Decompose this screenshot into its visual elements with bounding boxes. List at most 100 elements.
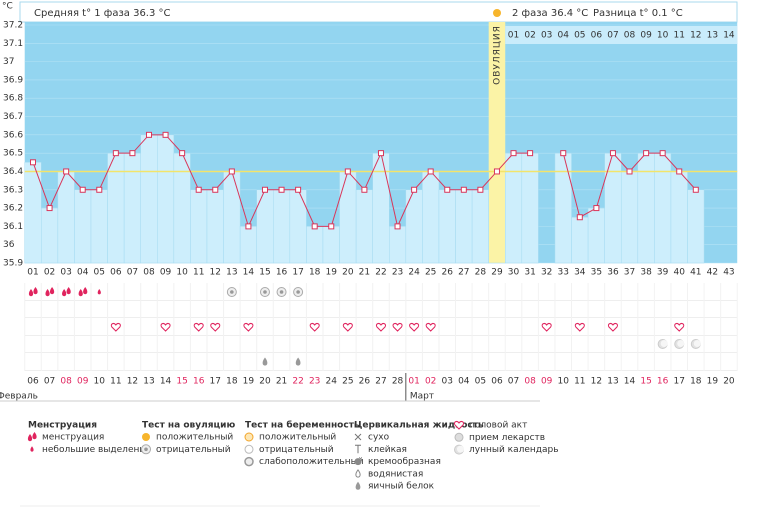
menstruation-icon	[66, 287, 71, 295]
x-tick-label: 27	[458, 268, 469, 278]
legend-item: половой акт	[469, 421, 527, 431]
date-label: 20	[723, 377, 735, 387]
temperature-point	[179, 150, 186, 157]
spotting-icon	[30, 446, 34, 452]
temperature-point	[361, 186, 368, 193]
heart-icon	[392, 323, 403, 332]
phase2-day-label: 13	[707, 31, 718, 41]
date-label: 25	[342, 377, 353, 387]
x-tick-label: 33	[558, 268, 569, 278]
legend-item: прием лекарств	[469, 433, 545, 443]
temperature-column	[405, 189, 423, 264]
heart-icon	[541, 323, 552, 332]
temperature-point	[112, 150, 119, 157]
menstruation-icon	[49, 287, 55, 295]
x-tick-label: 05	[94, 268, 105, 278]
temperature-column	[123, 152, 141, 264]
x-tick-label: 32	[541, 268, 552, 278]
temperature-column	[190, 189, 208, 264]
y-tick-label: 36.7	[3, 112, 23, 122]
date-label: 16	[657, 377, 669, 387]
x-tick-label: 35	[591, 268, 602, 278]
x-tick-label: 11	[193, 268, 204, 278]
date-label: 11	[574, 377, 585, 387]
y-tick-label: 37.1	[3, 39, 23, 49]
y-unit: °C	[2, 2, 13, 12]
temperature-column	[173, 152, 191, 264]
x-tick-label: 30	[508, 268, 520, 278]
phase2-day-label: 14	[723, 31, 735, 41]
x-tick-label: 26	[442, 268, 454, 278]
date-label: 20	[259, 377, 271, 387]
temperature-column	[521, 152, 539, 264]
temperature-point	[493, 168, 500, 175]
temperature-point	[195, 186, 202, 193]
legend-item: водянистая	[368, 469, 423, 479]
x-tick-label: 43	[723, 268, 734, 278]
temperature-column	[389, 226, 407, 264]
date-label: 01	[408, 377, 419, 387]
heart-icon	[210, 323, 221, 332]
pregnancy-positive-icon	[244, 432, 254, 442]
x-tick-label: 21	[359, 268, 370, 278]
phase2-day-label: 11	[674, 31, 685, 41]
date-label: 08	[60, 377, 72, 387]
meds-icon	[454, 432, 464, 442]
date-label: 22	[292, 377, 303, 387]
temperature-point	[63, 168, 70, 175]
x-tick-label: 42	[707, 268, 718, 278]
temperature-point	[162, 131, 169, 138]
phase2-day-label: 10	[657, 31, 669, 41]
date-label: 18	[226, 377, 238, 387]
temperature-column	[554, 152, 572, 264]
temperature-point	[30, 159, 36, 166]
date-label: 23	[309, 377, 320, 387]
y-tick-label: 36.1	[3, 222, 23, 232]
phase2-strip	[505, 26, 738, 44]
date-label: 07	[508, 377, 519, 387]
menstruation-icon	[28, 289, 34, 297]
date-label: 15	[176, 377, 187, 387]
y-tick-label: 36.8	[3, 94, 23, 104]
menstruation-icon	[62, 289, 67, 297]
phase2-average: 2 фаза 36.4 °C	[512, 8, 588, 19]
menstruation-icon	[45, 289, 50, 297]
temperature-point	[427, 168, 434, 175]
temperature-column	[687, 189, 705, 264]
legend-item: яичный белок	[368, 482, 435, 492]
phase2-day-label: 08	[624, 31, 636, 41]
temperature-point	[626, 168, 633, 175]
heart-icon	[110, 323, 121, 332]
x-tick-label: 31	[524, 268, 535, 278]
x-tick-label: 28	[475, 268, 487, 278]
temperature-column	[471, 189, 489, 264]
heart-icon	[193, 323, 204, 332]
temperature-column	[239, 226, 257, 264]
legend-item: сухо	[368, 433, 390, 443]
heart-icon	[342, 323, 353, 332]
temperature-column	[670, 171, 688, 264]
x-tick-label: 02	[44, 268, 55, 278]
heart-icon	[574, 323, 585, 332]
lunar-icon	[677, 340, 685, 347]
temperature-column	[74, 189, 92, 264]
y-tick-label: 36	[3, 240, 15, 250]
temperature-point	[295, 186, 302, 193]
temperature-point	[560, 150, 567, 157]
y-tick-label: 36.5	[3, 149, 23, 159]
heart-icon	[607, 323, 618, 332]
y-tick-label: 36.9	[3, 75, 23, 85]
watery-icon	[355, 469, 361, 478]
temperature-point	[145, 131, 152, 138]
temperature-column	[372, 152, 390, 264]
temperature-point	[96, 186, 103, 193]
date-label: 19	[707, 377, 719, 387]
y-tick-label: 36.2	[3, 204, 23, 214]
pregnancy-negative-icon	[244, 444, 254, 454]
temperature-column	[107, 152, 125, 264]
menstruation-icon	[83, 287, 88, 295]
sun-icon	[493, 9, 501, 17]
temperature-column	[422, 171, 440, 264]
lunar-icon	[457, 445, 464, 453]
x-tick-label: 38	[640, 268, 652, 278]
